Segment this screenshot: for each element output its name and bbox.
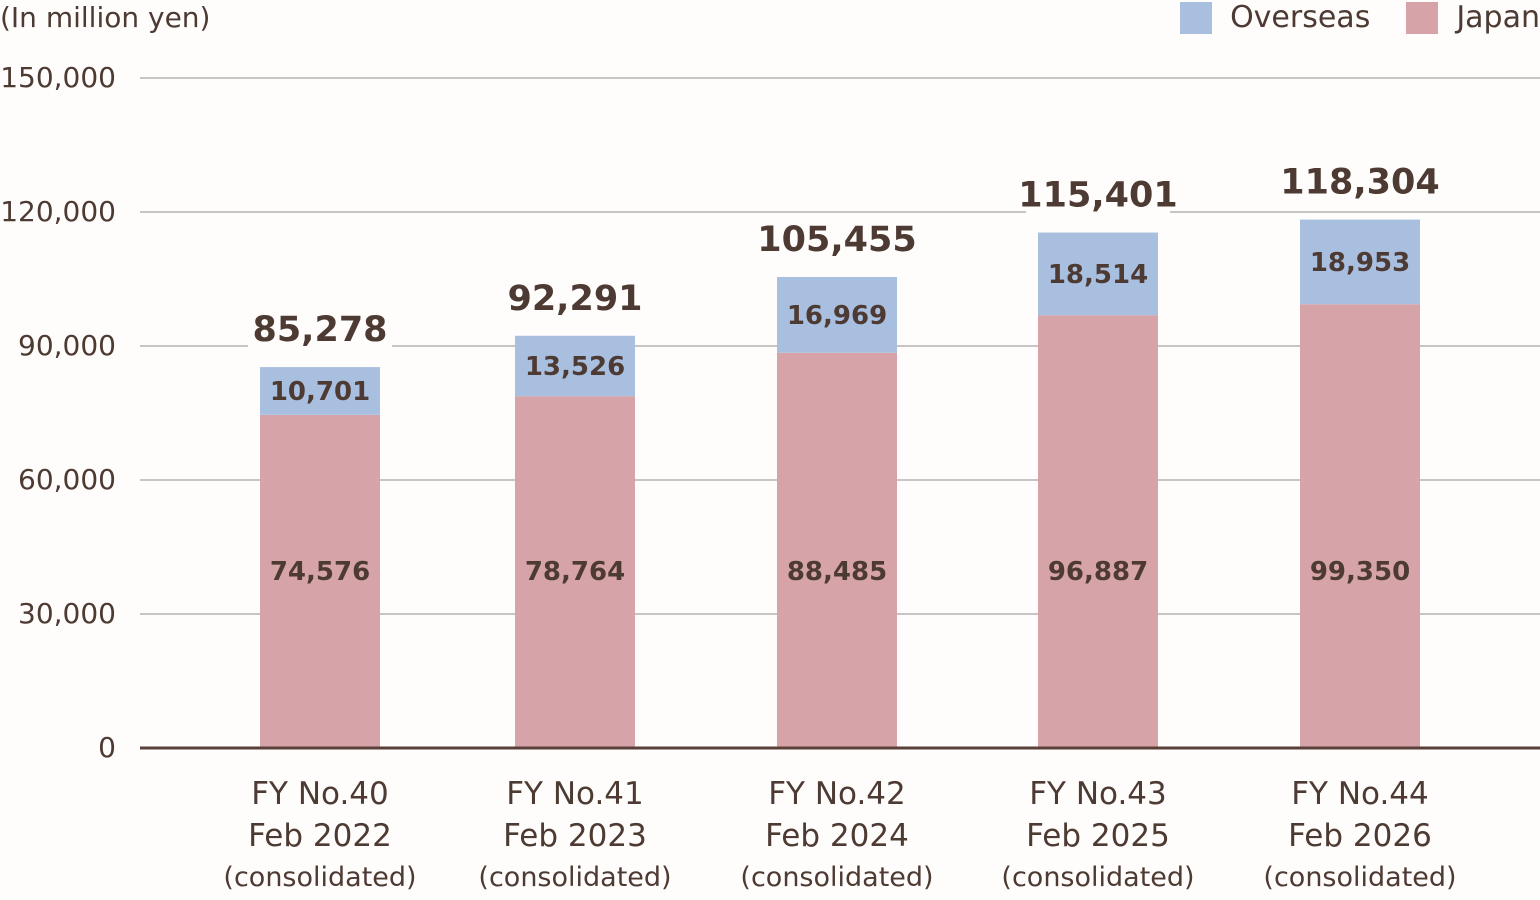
bar-japan — [515, 396, 635, 748]
data-label-japan: 99,350 — [1310, 557, 1410, 587]
total-label: 118,304 — [1280, 163, 1439, 203]
x-tick-label-line2: Feb 2026 — [1288, 818, 1432, 854]
total-label-background — [248, 308, 392, 353]
x-tick-label-line2: Feb 2025 — [1026, 818, 1170, 854]
data-label-overseas: 13,526 — [525, 352, 625, 382]
total-label: 115,401 — [1018, 176, 1177, 216]
x-tick-label-line1: FY No.40 — [251, 776, 389, 812]
data-label-japan: 78,764 — [525, 557, 625, 587]
y-tick-label: 30,000 — [18, 597, 116, 630]
data-label-japan: 88,485 — [787, 557, 887, 587]
legend-label-japan: Japan — [1456, 0, 1540, 35]
total-label-background — [765, 217, 909, 262]
legend-swatch-overseas — [1180, 2, 1213, 34]
bar-overseas — [515, 335, 635, 397]
y-tick-label: 90,000 — [18, 329, 116, 362]
y-tick-label: 0 — [98, 731, 116, 764]
bar-overseas — [260, 367, 380, 415]
legend-item-overseas: Overseas — [1180, 1, 1370, 35]
x-tick-label-line2: Feb 2024 — [765, 818, 909, 854]
data-label-overseas: 10,701 — [270, 377, 370, 407]
legend: Overseas Japan — [1144, 1, 1540, 35]
axis-layer: 150,000 120,000 90,000 60,000 30,000 0 FY No.4… — [0, 61, 1540, 893]
x-tick-label-line1: FY No.41 — [506, 776, 644, 812]
x-tick-label-line1: FY No.44 — [1291, 776, 1429, 812]
labels-layer: 74,576 10,701 85,278 78,764 13,526 92,291 88,4… — [248, 160, 1440, 587]
legend-item-japan: Japan — [1406, 1, 1540, 35]
total-label: 92,291 — [507, 279, 642, 319]
bar-overseas — [1038, 232, 1158, 316]
x-tick-label-line3: (consolidated) — [1001, 862, 1194, 893]
x-tick-label-line1: FY No.43 — [1029, 776, 1167, 812]
bar-japan — [777, 352, 897, 748]
data-label-japan: 74,576 — [270, 557, 370, 587]
total-label-background — [1288, 160, 1432, 205]
total-label: 105,455 — [757, 220, 916, 260]
x-tick-label-line2: Feb 2022 — [248, 818, 392, 854]
total-label-background — [503, 276, 647, 321]
total-label: 85,278 — [252, 310, 387, 350]
bar-overseas — [777, 276, 897, 353]
bar-japan — [1300, 304, 1420, 748]
y-tick-label: 60,000 — [18, 463, 116, 496]
data-label-japan: 96,887 — [1048, 557, 1148, 587]
x-tick-label-line3: (consolidated) — [478, 862, 671, 893]
x-tick-label-line1: FY No.42 — [768, 776, 906, 812]
bar-japan — [1038, 315, 1158, 748]
y-tick-label: 150,000 — [0, 61, 116, 94]
unit-label: (In million yen) — [0, 1, 211, 34]
x-tick-label-line3: (consolidated) — [1263, 862, 1456, 893]
x-tick-label-line2: Feb 2023 — [503, 818, 647, 854]
legend-label-overseas: Overseas — [1230, 0, 1371, 35]
x-tick-label-line3: (consolidated) — [223, 862, 416, 893]
data-label-overseas: 18,514 — [1048, 260, 1148, 290]
bar-japan — [260, 414, 380, 748]
legend-swatch-japan — [1406, 2, 1439, 34]
y-tick-label: 120,000 — [0, 195, 116, 228]
bar-overseas — [1300, 219, 1420, 305]
data-label-overseas: 16,969 — [787, 301, 887, 331]
x-tick-label-line3: (consolidated) — [740, 862, 933, 893]
total-label-background — [1026, 173, 1170, 218]
bars-layer — [260, 219, 1420, 748]
data-label-overseas: 18,953 — [1310, 248, 1410, 278]
